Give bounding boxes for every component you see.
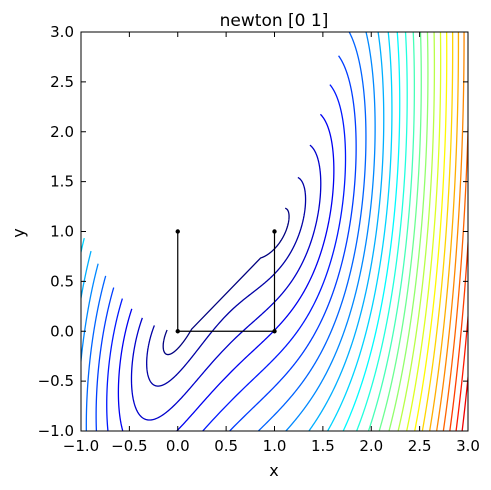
contour-line bbox=[146, 176, 307, 387]
contour-line bbox=[106, 84, 347, 431]
contour-line bbox=[378, 32, 422, 431]
y-tick-label: −0.5 bbox=[38, 372, 74, 390]
y-tick-label: 0.0 bbox=[50, 322, 74, 340]
contour-line bbox=[95, 55, 357, 431]
path-line bbox=[177, 231, 276, 332]
contour-line bbox=[342, 32, 401, 431]
contour-line bbox=[81, 32, 385, 431]
contour-line bbox=[388, 32, 429, 431]
contour-line bbox=[130, 144, 322, 421]
x-tick-label: −0.5 bbox=[111, 437, 147, 455]
x-tick-label: −1.0 bbox=[63, 437, 99, 455]
x-tick-label: 2.5 bbox=[408, 437, 432, 455]
path-point bbox=[175, 329, 180, 334]
path-point bbox=[175, 229, 180, 234]
path-point bbox=[272, 229, 277, 234]
x-tick-label: 1.0 bbox=[263, 437, 287, 455]
y-tick-label: 1.5 bbox=[50, 173, 74, 191]
contour-line bbox=[81, 32, 393, 431]
newton-path bbox=[175, 229, 277, 334]
x-axis-label: x bbox=[269, 461, 278, 480]
path-point bbox=[272, 329, 277, 334]
contour-line bbox=[428, 32, 460, 431]
contour-line bbox=[81, 32, 376, 431]
x-tick-label: 2.0 bbox=[359, 437, 383, 455]
axis-ticks: −1.0 −0.5 0.0 0.5 1.0 1.5 2.0 2.5 3.0 −1.0 −0.5 0.0… bbox=[38, 23, 480, 455]
x-tick-label: 0.5 bbox=[214, 437, 238, 455]
x-tick-label: 3.0 bbox=[456, 437, 480, 455]
contour-line bbox=[406, 32, 442, 431]
x-tick-label: 1.5 bbox=[311, 437, 335, 455]
contour-line bbox=[162, 207, 290, 356]
contour-line bbox=[367, 32, 416, 431]
contour-line bbox=[435, 32, 465, 431]
contour-line bbox=[397, 32, 436, 431]
y-axis-label: y bbox=[9, 228, 28, 237]
y-tick-label: 3.0 bbox=[50, 23, 74, 41]
y-tick-label: 2.5 bbox=[50, 73, 74, 91]
contour-line bbox=[414, 32, 448, 431]
y-tick-label: 0.5 bbox=[50, 272, 74, 290]
y-tick-label: 1.0 bbox=[50, 223, 74, 241]
contour-line bbox=[117, 113, 335, 431]
x-tick-label: 0.0 bbox=[166, 437, 190, 455]
chart-title: newton [0 1] bbox=[220, 11, 329, 31]
contour-line bbox=[421, 32, 454, 431]
y-tick-label: 2.0 bbox=[50, 123, 74, 141]
contour-line bbox=[355, 32, 408, 431]
y-tick-label: −1.0 bbox=[38, 422, 74, 440]
contour-line bbox=[85, 32, 367, 431]
